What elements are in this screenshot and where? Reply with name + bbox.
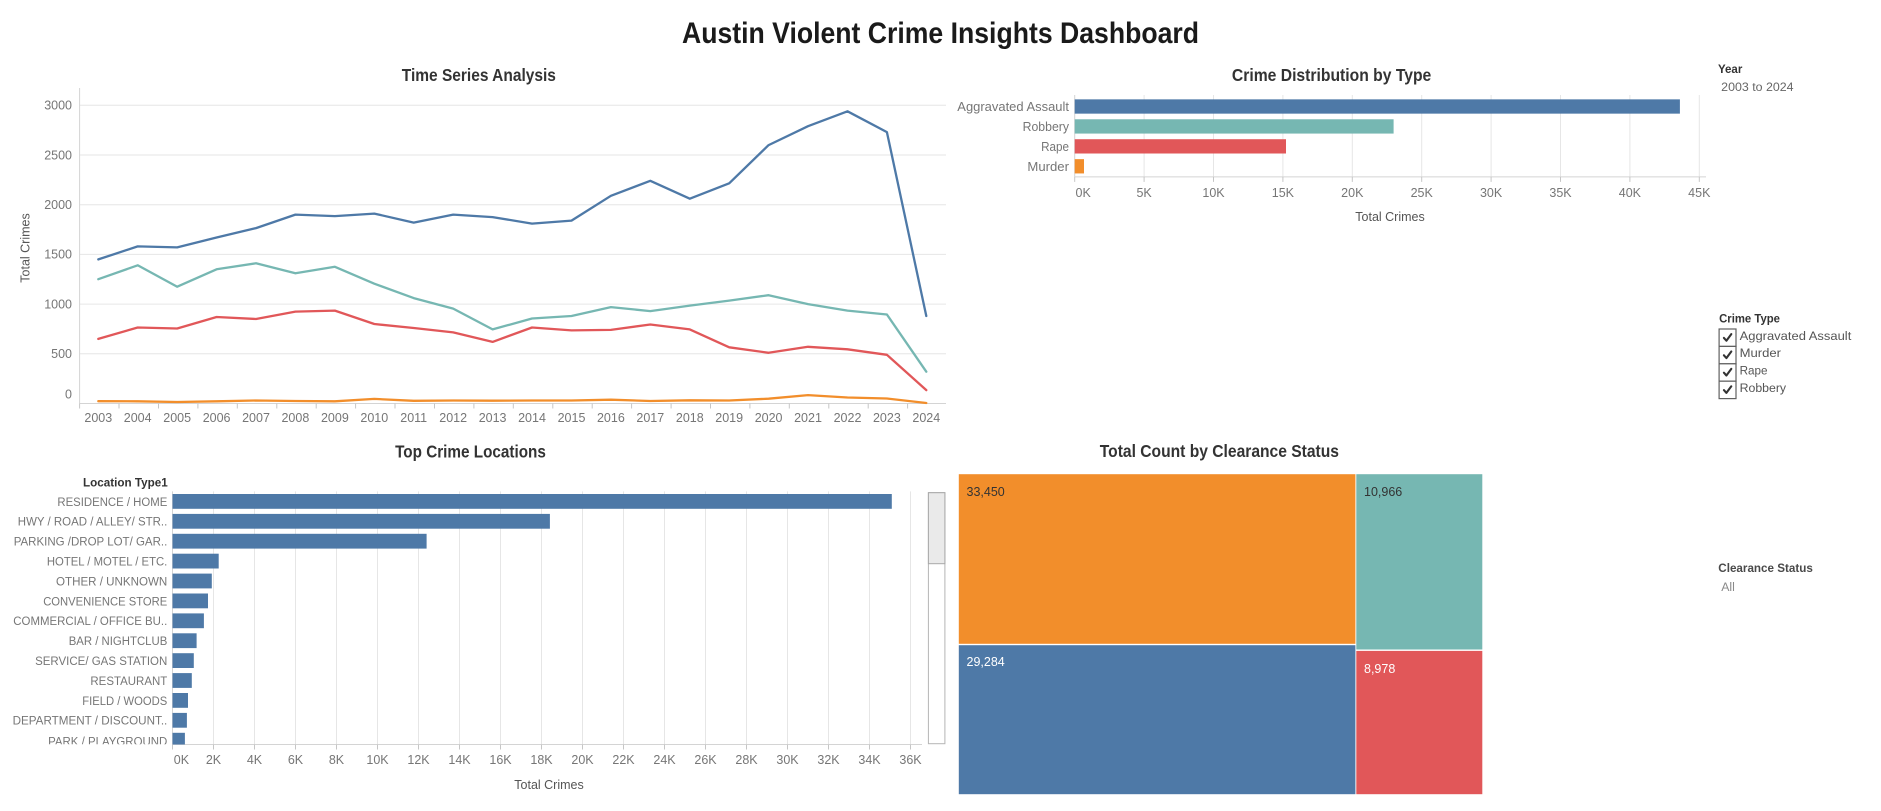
svg-text:Total Crimes: Total Crimes [514,778,583,792]
svg-text:Murder: Murder [1740,346,1781,360]
svg-text:PARKING /DROP LOT/ GAR..: PARKING /DROP LOT/ GAR.. [14,535,168,549]
svg-text:1000: 1000 [44,297,72,311]
svg-text:16K: 16K [489,753,512,767]
svg-text:500: 500 [51,347,72,361]
svg-text:2500: 2500 [44,148,72,162]
svg-text:10K: 10K [366,753,389,767]
svg-text:20K: 20K [1341,186,1364,200]
svg-text:32K: 32K [817,753,840,767]
svg-text:Location Type1: Location Type1 [83,476,168,490]
svg-text:2011: 2011 [400,411,427,425]
svg-text:2010: 2010 [360,411,388,425]
svg-text:0K: 0K [174,753,190,767]
svg-text:2019: 2019 [715,411,743,425]
svg-text:8,978: 8,978 [1364,662,1395,676]
svg-text:3000: 3000 [44,99,72,113]
svg-text:2004: 2004 [124,411,152,425]
svg-text:2003: 2003 [84,411,112,425]
svg-text:8K: 8K [329,753,345,767]
svg-text:Austin Violent Crime Insights: Austin Violent Crime Insights Dashboard [682,17,1199,50]
svg-text:2015: 2015 [558,411,586,425]
svg-text:2012: 2012 [439,411,467,425]
svg-text:Total Crimes: Total Crimes [19,213,33,282]
svg-text:10K: 10K [1202,186,1225,200]
svg-text:2006: 2006 [203,411,231,425]
svg-text:33,450: 33,450 [967,485,1005,499]
svg-text:RESIDENCE / HOME: RESIDENCE / HOME [57,495,167,509]
svg-text:25K: 25K [1411,186,1434,200]
svg-text:2014: 2014 [518,411,546,425]
svg-text:Robbery: Robbery [1740,381,1787,395]
svg-text:18K: 18K [530,753,553,767]
svg-text:HWY / ROAD / ALLEY/ STR..: HWY / ROAD / ALLEY/ STR.. [18,515,168,529]
svg-text:30K: 30K [1480,186,1503,200]
svg-text:Crime Type: Crime Type [1719,312,1780,325]
svg-text:RESTAURANT: RESTAURANT [90,674,167,688]
svg-text:SERVICE/ GAS STATION: SERVICE/ GAS STATION [35,654,167,668]
svg-text:Clearance Status: Clearance Status [1718,562,1813,575]
svg-text:Robbery: Robbery [1023,119,1070,134]
svg-text:Total Count by Clearance Statu: Total Count by Clearance Status [1100,441,1339,461]
svg-text:2016: 2016 [597,411,625,425]
svg-text:Rape: Rape [1740,364,1768,378]
svg-text:2013: 2013 [479,411,507,425]
svg-text:35K: 35K [1549,186,1572,200]
svg-text:2007: 2007 [242,411,270,425]
svg-text:COMMERCIAL / OFFICE BU..: COMMERCIAL / OFFICE BU.. [13,614,167,628]
svg-text:2008: 2008 [281,411,309,425]
svg-text:Rape: Rape [1041,139,1069,154]
svg-text:1500: 1500 [44,248,72,262]
svg-text:2005: 2005 [163,411,191,425]
svg-text:2023: 2023 [873,411,901,425]
svg-text:0K: 0K [1076,186,1092,200]
svg-text:CONVENIENCE STORE: CONVENIENCE STORE [43,594,167,608]
svg-text:26K: 26K [694,753,717,767]
svg-text:2020: 2020 [755,411,783,425]
svg-text:4K: 4K [247,753,263,767]
svg-text:2022: 2022 [834,411,862,425]
svg-text:Total Crimes: Total Crimes [1355,210,1424,224]
svg-text:2017: 2017 [636,411,664,425]
svg-text:2021: 2021 [794,411,822,425]
svg-text:14K: 14K [448,753,471,767]
svg-text:2003 to 2024: 2003 to 2024 [1721,80,1794,94]
svg-text:All: All [1721,580,1735,594]
svg-text:12K: 12K [407,753,430,767]
svg-text:15K: 15K [1272,186,1295,200]
svg-text:Year: Year [1718,63,1743,76]
svg-text:2009: 2009 [321,411,349,425]
svg-text:Top Crime Locations: Top Crime Locations [395,441,546,461]
svg-text:OTHER / UNKNOWN: OTHER / UNKNOWN [56,574,167,588]
svg-text:6K: 6K [288,753,304,767]
svg-text:22K: 22K [612,753,635,767]
svg-text:PARK / PLAYGROUND: PARK / PLAYGROUND [48,735,167,749]
svg-text:24K: 24K [653,753,676,767]
svg-text:Crime Distribution by Type: Crime Distribution by Type [1232,65,1431,85]
svg-text:30K: 30K [776,753,799,767]
svg-text:FIELD / WOODS: FIELD / WOODS [82,694,167,708]
svg-text:Time Series Analysis: Time Series Analysis [402,65,556,85]
svg-text:2018: 2018 [676,411,704,425]
svg-text:40K: 40K [1619,186,1642,200]
svg-text:10,966: 10,966 [1364,485,1402,499]
svg-text:Aggravated Assault: Aggravated Assault [1740,329,1852,343]
svg-text:2K: 2K [206,753,222,767]
svg-text:28K: 28K [735,753,758,767]
svg-text:Aggravated Assault: Aggravated Assault [957,99,1069,114]
svg-text:Murder: Murder [1027,159,1069,174]
svg-text:29,284: 29,284 [967,655,1005,669]
svg-text:2024: 2024 [912,411,940,425]
svg-text:DEPARTMENT / DISCOUNT..: DEPARTMENT / DISCOUNT.. [13,714,168,728]
svg-text:45K: 45K [1688,186,1711,200]
svg-text:0: 0 [65,388,72,402]
svg-text:5K: 5K [1136,186,1152,200]
svg-text:20K: 20K [571,753,594,767]
svg-text:BAR / NIGHTCLUB: BAR / NIGHTCLUB [69,634,168,648]
svg-text:36K: 36K [899,753,922,767]
svg-text:34K: 34K [858,753,881,767]
svg-text:2000: 2000 [44,198,72,212]
svg-text:HOTEL / MOTEL / ETC.: HOTEL / MOTEL / ETC. [47,555,167,569]
